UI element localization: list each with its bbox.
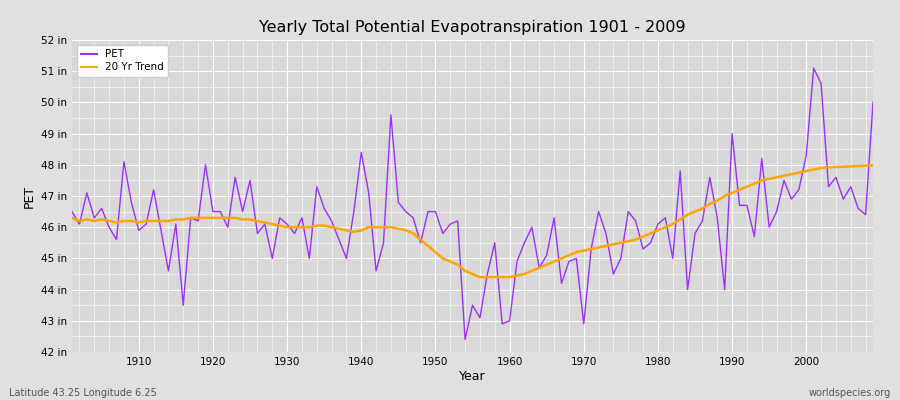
Text: worldspecies.org: worldspecies.org bbox=[809, 388, 891, 398]
Text: Latitude 43.25 Longitude 6.25: Latitude 43.25 Longitude 6.25 bbox=[9, 388, 157, 398]
Y-axis label: PET: PET bbox=[22, 184, 35, 208]
Legend: PET, 20 Yr Trend: PET, 20 Yr Trend bbox=[77, 45, 168, 77]
X-axis label: Year: Year bbox=[459, 370, 486, 383]
Title: Yearly Total Potential Evapotranspiration 1901 - 2009: Yearly Total Potential Evapotranspiratio… bbox=[259, 20, 686, 35]
